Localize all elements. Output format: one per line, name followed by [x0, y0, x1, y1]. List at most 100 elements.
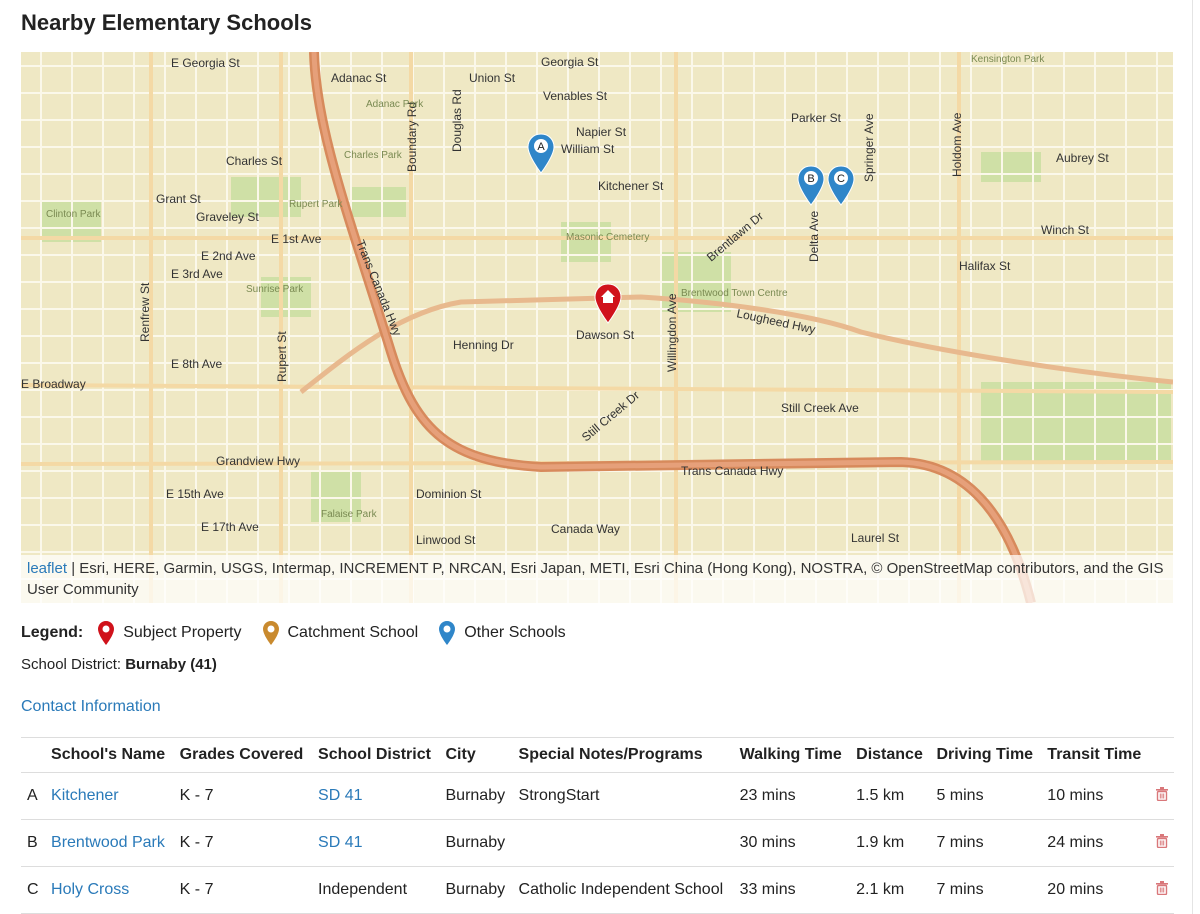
contact-information-link[interactable]: Contact Information	[21, 698, 161, 715]
map-label: Still Creek Ave	[781, 401, 859, 415]
map[interactable]: E Georgia St Adanac St Union St Georgia St V…	[21, 52, 1173, 603]
map-label: E 2nd Ave	[201, 249, 256, 263]
legend-other-schools: Other Schools	[438, 620, 566, 646]
map-label: Union St	[469, 71, 516, 85]
marker-letter: A	[537, 141, 545, 153]
school-name-link[interactable]: Kitchener	[45, 772, 174, 820]
driving-time: 5 mins	[930, 772, 1042, 820]
school-marker-B[interactable]: B	[797, 165, 825, 206]
map-label: Renfrew St	[138, 282, 152, 342]
school-name-link[interactable]: Brentwood Park	[45, 819, 174, 867]
leaflet-link[interactable]: leaflet	[27, 560, 68, 577]
map-label: Henning Dr	[453, 338, 514, 352]
park-area	[981, 382, 1171, 462]
map-label: Douglas Rd	[450, 89, 464, 152]
table-row: B Brentwood Park K - 7 SD 41 Burnaby 30 mins 1…	[21, 819, 1174, 867]
school-district[interactable]: SD 41	[312, 772, 440, 820]
table-row: A Kitchener K - 7 SD 41 Burnaby StrongStart 23…	[21, 772, 1174, 820]
map-label: Graveley St	[196, 210, 259, 224]
map-label: Halifax St	[959, 259, 1011, 273]
map-label: Brentwood Town Centre	[681, 288, 788, 299]
map-label: Sunrise Park	[246, 284, 304, 295]
delete-button[interactable]	[1149, 866, 1174, 914]
park-area	[981, 152, 1041, 182]
special-notes: StrongStart	[512, 772, 734, 820]
special-notes	[512, 819, 734, 867]
map-label: William St	[561, 142, 615, 156]
column-header: City	[439, 737, 513, 773]
special-notes: Catholic Independent School	[512, 866, 734, 914]
map-label: E 17th Ave	[201, 520, 259, 534]
school-marker-A[interactable]: A	[527, 133, 555, 174]
map-label: Napier St	[576, 125, 627, 139]
map-label: Canada Way	[551, 522, 620, 536]
map-label: Falaise Park	[321, 509, 378, 520]
map-label: Winch St	[1041, 223, 1090, 237]
map-label: Linwood St	[416, 533, 476, 547]
transit-time: 10 mins	[1041, 772, 1150, 820]
map-label: Holdom Ave	[950, 112, 964, 177]
map-label: Boundary Rd	[405, 102, 419, 172]
house-icon	[601, 290, 615, 303]
distance: 1.5 km	[850, 772, 931, 820]
city: Burnaby	[439, 772, 513, 820]
map-label: Venables St	[543, 89, 608, 103]
attribution-text: | Esri, HERE, Garmin, USGS, Intermap, IN…	[27, 560, 1164, 598]
marker-letter: C	[837, 173, 845, 185]
map-label: Georgia St	[541, 55, 599, 69]
map-label: Rupert St	[275, 331, 289, 382]
grades-covered: K - 7	[173, 819, 313, 867]
driving-time: 7 mins	[930, 866, 1042, 914]
school-marker-C[interactable]: C	[827, 165, 855, 206]
school-letter: B	[21, 819, 46, 867]
delete-button[interactable]	[1149, 819, 1174, 867]
map-label: Adanac Park	[366, 99, 424, 110]
map-canvas[interactable]: E Georgia St Adanac St Union St Georgia St V…	[21, 52, 1173, 603]
walking-time: 30 mins	[733, 819, 851, 867]
school-name-link[interactable]: Holy Cross	[45, 866, 174, 914]
school-district: Independent	[312, 866, 440, 914]
driving-time: 7 mins	[930, 819, 1042, 867]
table-row: C Holy Cross K - 7 Independent Burnaby Cathol…	[21, 866, 1174, 914]
column-header	[21, 737, 46, 773]
orange-pin-icon	[262, 621, 279, 645]
school-district[interactable]: SD 41	[312, 819, 440, 867]
column-header: Distance	[850, 737, 931, 773]
city: Burnaby	[439, 819, 513, 867]
column-header: Grades Covered	[173, 737, 313, 773]
map-label: Clinton Park	[46, 209, 101, 220]
map-label: E Georgia St	[171, 56, 240, 70]
transit-time: 24 mins	[1041, 819, 1150, 867]
map-label: E 1st Ave	[271, 232, 322, 246]
map-label: Springer Ave	[862, 113, 876, 182]
page-title: Nearby Elementary Schools	[21, 10, 313, 35]
map-label: Laurel St	[851, 531, 900, 545]
park-area	[261, 277, 311, 317]
school-district: School District: Burnaby (41)	[21, 656, 217, 673]
legend: Legend: Subject Property Catchment Schoo…	[21, 620, 578, 646]
subject-property-marker[interactable]	[594, 283, 622, 324]
map-label: E 8th Ave	[171, 357, 222, 371]
map-label: Parker St	[791, 111, 842, 125]
walking-time: 23 mins	[733, 772, 851, 820]
trash-icon	[1155, 786, 1168, 801]
map-label: Aubrey St	[1056, 151, 1109, 165]
delete-button[interactable]	[1149, 772, 1174, 820]
schools-table: School's Name Grades Covered School Distri…	[21, 737, 1174, 914]
map-label: Kitchener St	[598, 179, 664, 193]
trash-icon	[1155, 880, 1168, 895]
map-label: E Broadway	[21, 377, 86, 391]
arterial-road	[21, 383, 1173, 394]
column-header	[1149, 737, 1174, 773]
transit-time: 20 mins	[1041, 866, 1150, 914]
map-label: Trans Canada Hwy	[681, 464, 783, 478]
column-header: Walking Time	[733, 737, 851, 773]
column-header: Special Notes/Programs	[512, 737, 734, 773]
map-label: E 15th Ave	[166, 487, 224, 501]
map-label: Dawson St	[576, 328, 635, 342]
blue-pin-icon	[439, 621, 456, 645]
legend-label: Legend:	[21, 624, 84, 641]
column-header: Driving Time	[930, 737, 1042, 773]
distance: 1.9 km	[850, 819, 931, 867]
city: Burnaby	[439, 866, 513, 914]
